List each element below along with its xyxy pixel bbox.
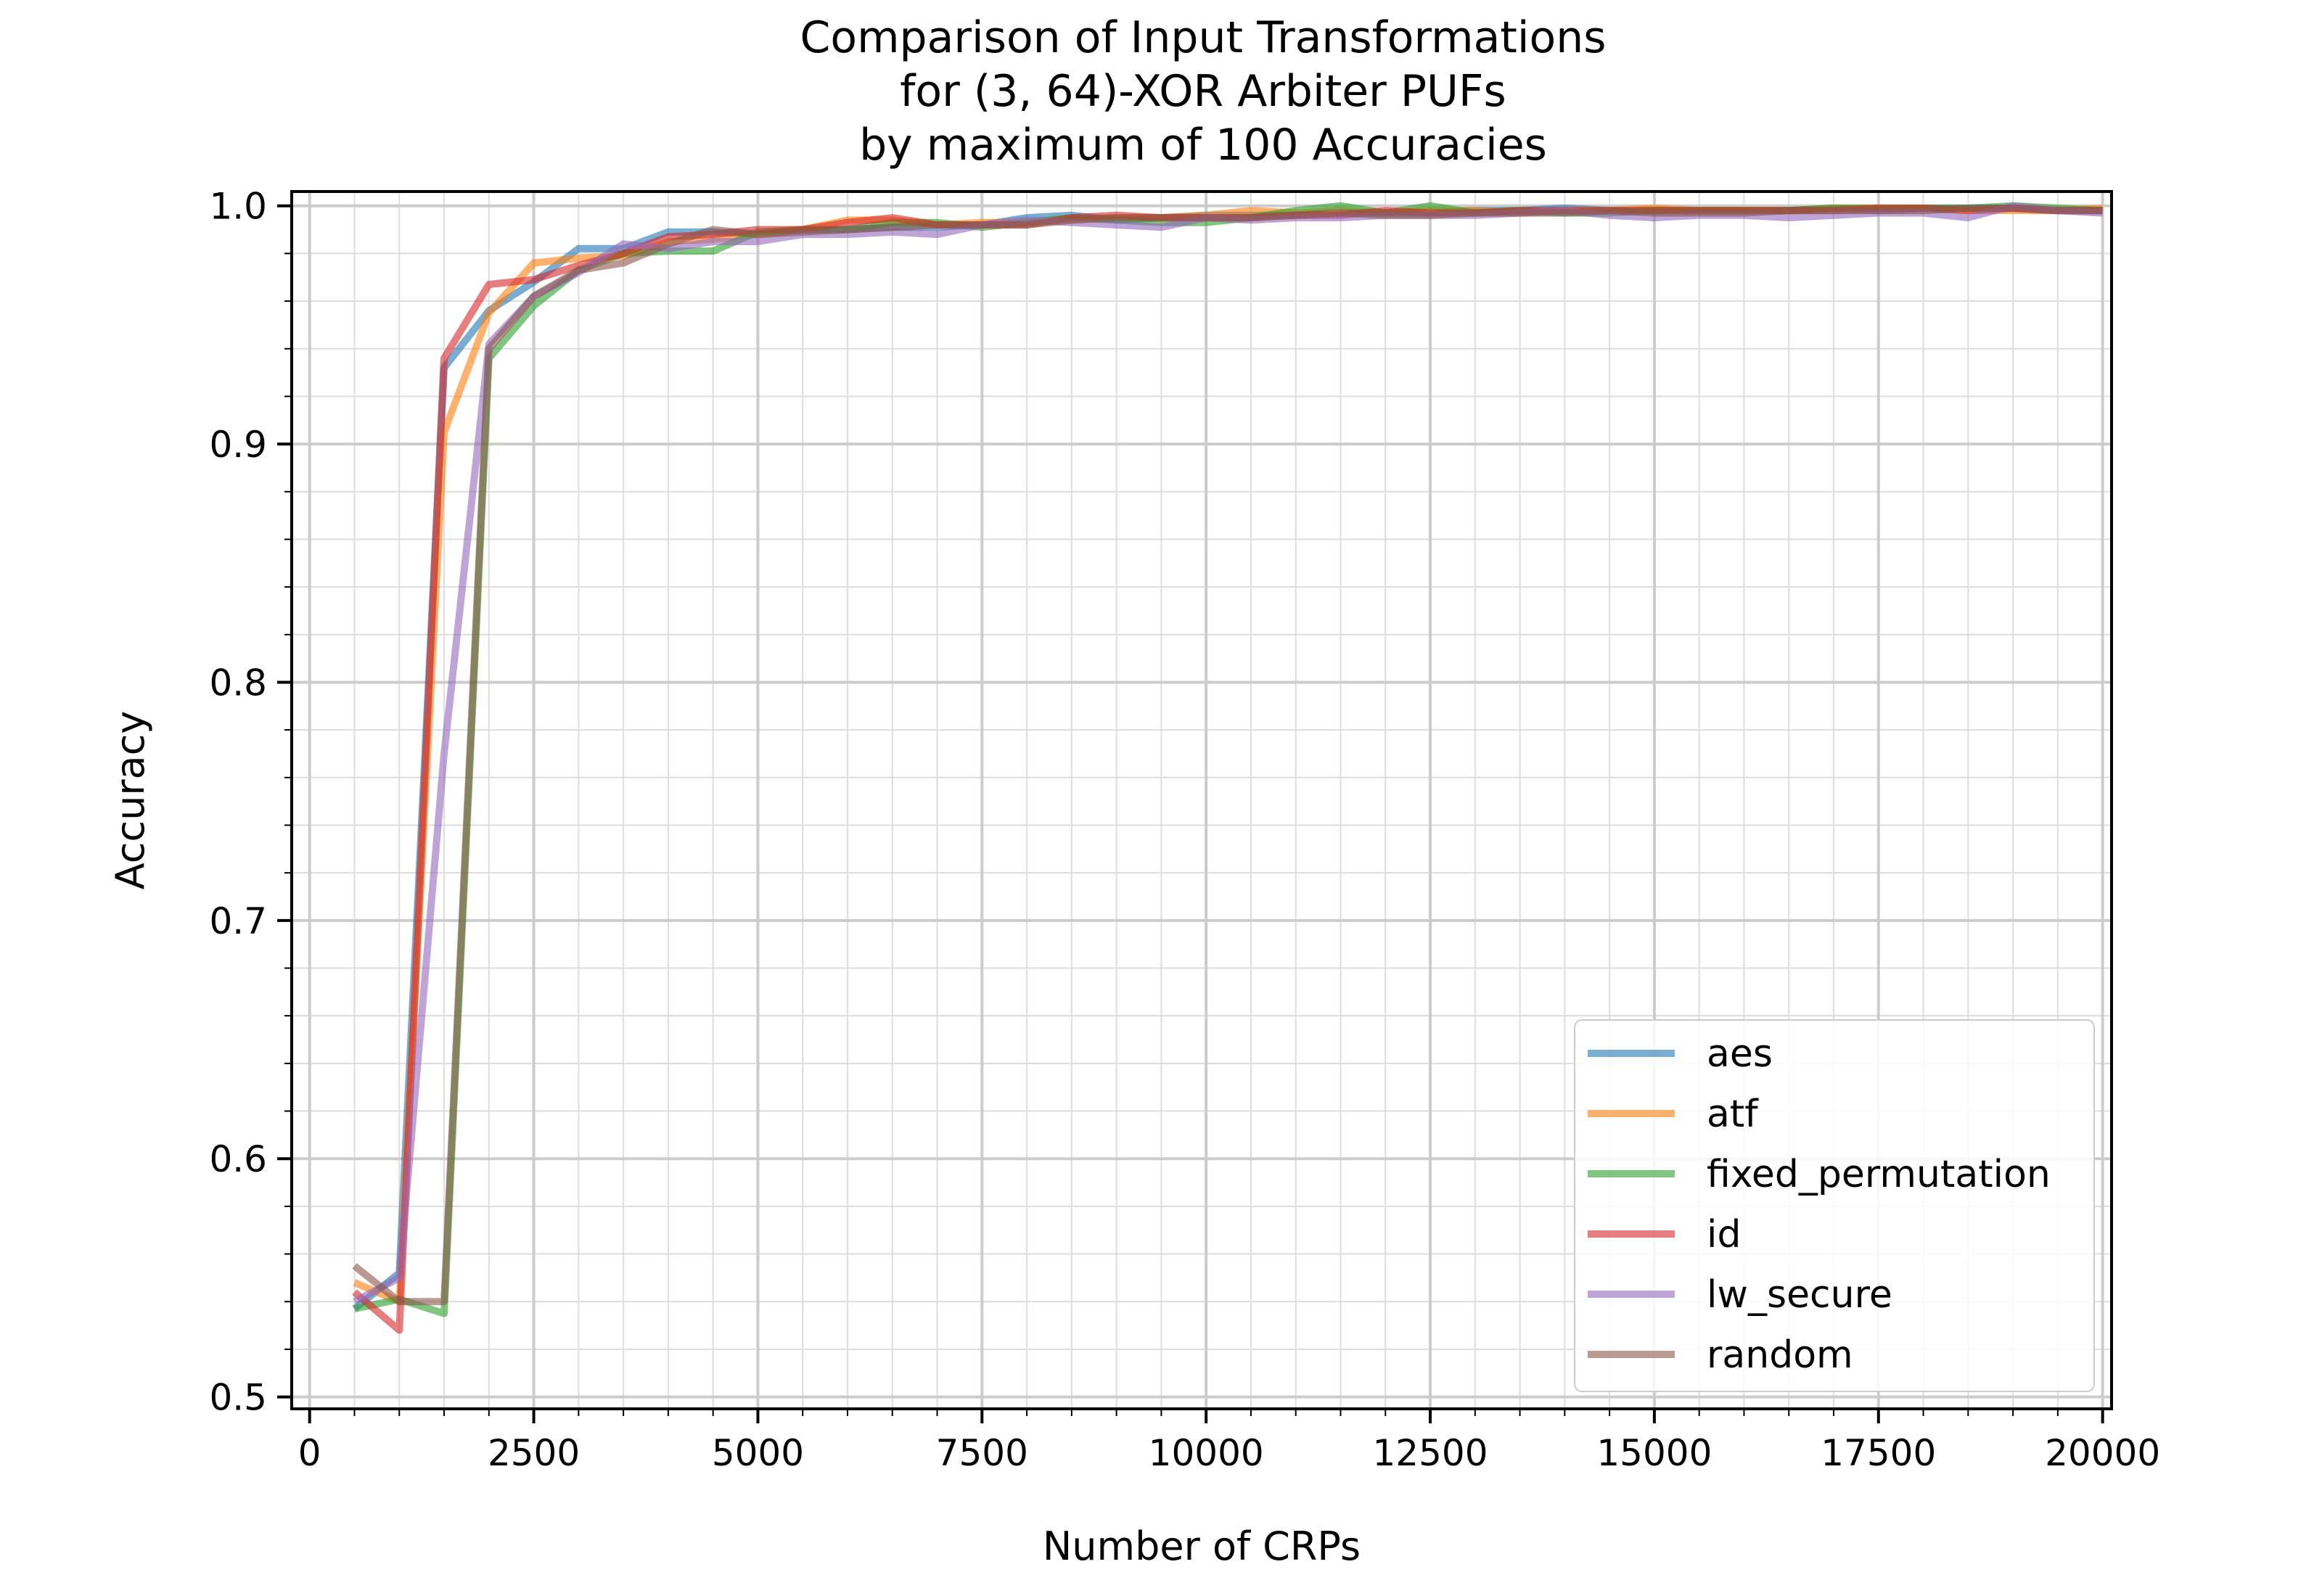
- y-tick-label: 0.8: [209, 662, 267, 704]
- major-gridlines: [292, 192, 2112, 1409]
- y-tick-label: 1.0: [209, 186, 267, 228]
- x-tick-label: 2500: [488, 1432, 580, 1474]
- legend-label-fixed-permutation: fixed_permutation: [1707, 1153, 2051, 1196]
- chart-title-line-1: Comparison of Input Transformations: [800, 12, 1606, 63]
- x-tick-label: 0: [298, 1432, 321, 1474]
- y-axis-ticks: 0.5 0.6 0.7 0.8 0.9 1.0: [209, 186, 292, 1419]
- series-lines: [352, 202, 2103, 1334]
- legend-label-lw-secure: lw_secure: [1707, 1273, 1892, 1317]
- legend-label-aes: aes: [1707, 1032, 1773, 1076]
- x-tick-label: 12500: [1373, 1432, 1488, 1474]
- legend-box: [1574, 1019, 2095, 1392]
- y-tick-label: 0.5: [209, 1377, 267, 1419]
- chart-title-line-3: by maximum of 100 Accuracies: [859, 120, 1547, 170]
- y-tick-label: 0.9: [209, 424, 267, 466]
- plot-area-frame: [290, 190, 2113, 1410]
- legend-label-random: random: [1707, 1333, 1853, 1377]
- x-tick-label: 15000: [1596, 1432, 1712, 1474]
- x-tick-label: 5000: [712, 1432, 804, 1474]
- y-axis-label: Accuracy: [107, 711, 153, 890]
- x-axis-label: Number of CRPs: [1043, 1523, 1361, 1569]
- y-tick-label: 0.6: [209, 1138, 267, 1180]
- chart-title: Comparison of Input Transformations for …: [800, 12, 1606, 170]
- x-tick-label: 17500: [1821, 1432, 1936, 1474]
- series-line-random: [352, 205, 2103, 1306]
- legend-label-atf: atf: [1707, 1093, 1759, 1136]
- x-tick-label: 7500: [936, 1432, 1028, 1474]
- legend-label-id: id: [1707, 1213, 1741, 1256]
- x-axis-ticks: 0 2500 5000 7500 10000 12500 15000 17500 20000: [298, 1409, 2160, 1474]
- x-tick-label: 20000: [2045, 1432, 2160, 1474]
- x-tick-label: 10000: [1149, 1432, 1264, 1474]
- y-tick-label: 0.7: [209, 900, 267, 942]
- chart-title-line-2: for (3, 64)-XOR Arbiter PUFs: [900, 66, 1506, 117]
